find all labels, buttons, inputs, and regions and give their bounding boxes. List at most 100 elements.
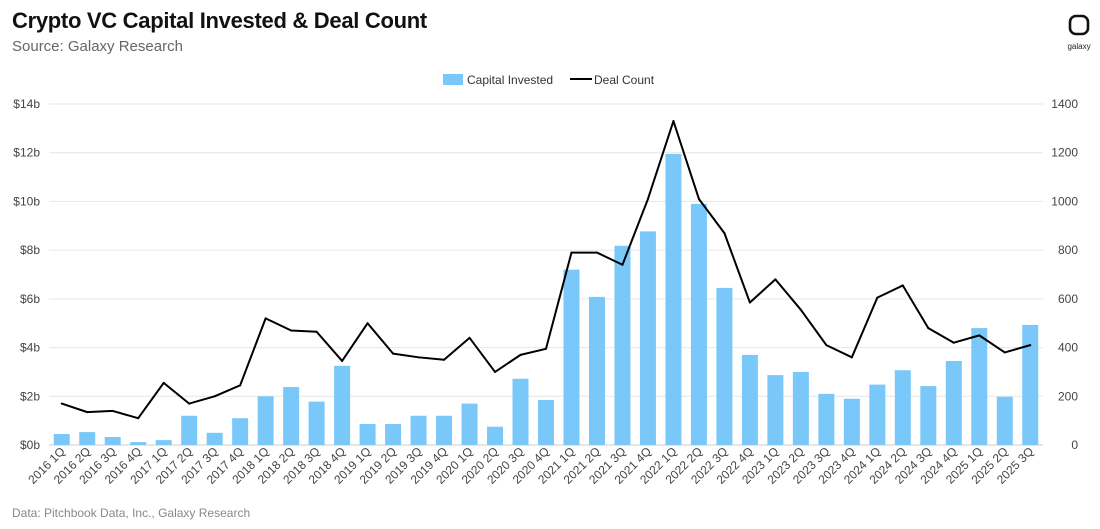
deal-count-point: [392, 352, 395, 355]
deal-count-point: [1029, 344, 1032, 347]
bar-capital-invested: [920, 386, 937, 445]
deal-count-point: [86, 411, 89, 414]
bar-capital-invested: [512, 378, 529, 445]
y-right-tick-label: 200: [1058, 389, 1078, 403]
deal-count-point: [876, 296, 879, 299]
bar-capital-invested: [308, 401, 325, 445]
deal-count-point: [850, 356, 853, 359]
deal-count-point: [213, 395, 216, 398]
bar-capital-invested: [639, 231, 656, 445]
bar-capital-invested: [385, 424, 402, 445]
legend-label-deal-count: Deal Count: [594, 73, 655, 87]
bar-capital-invested: [665, 153, 682, 446]
logo-text: galaxy: [1067, 42, 1091, 51]
y-right-tick-label: 1400: [1051, 97, 1078, 111]
deal-count-point: [621, 263, 624, 266]
bar-capital-invested: [104, 436, 121, 445]
deal-count-point: [570, 251, 573, 254]
bar-capital-invested: [945, 360, 962, 445]
y-right-tick-label: 1000: [1051, 194, 1078, 208]
bar-capital-invested: [716, 287, 733, 445]
deal-count-point: [646, 197, 649, 200]
deal-count-point: [111, 409, 114, 412]
deal-count-point: [443, 358, 446, 361]
deal-count-point: [341, 359, 344, 362]
bar-capital-invested: [767, 375, 784, 445]
chart-title: Crypto VC Capital Invested & Deal Count: [12, 8, 427, 33]
bar-capital-invested: [410, 415, 427, 445]
bar-capital-invested: [538, 399, 554, 445]
y-left-tick-label: $14b: [13, 97, 40, 111]
bar-capital-invested: [588, 296, 605, 445]
y-left-tick-label: $12b: [13, 146, 40, 160]
deal-count-point: [595, 251, 598, 254]
deal-count-point: [519, 353, 522, 356]
bar-capital-invested: [971, 328, 988, 445]
y-right-tick-label: 0: [1071, 438, 1078, 452]
deal-count-point: [825, 344, 828, 347]
y-right-tick-label: 600: [1058, 292, 1078, 306]
bar-capital-invested: [283, 387, 300, 445]
deal-count-point: [239, 384, 242, 387]
bar-capital-invested: [79, 432, 96, 445]
deal-count-point: [60, 402, 63, 405]
bar-capital-invested: [563, 269, 580, 445]
bar-capital-invested: [334, 365, 351, 445]
deal-count-point: [264, 317, 267, 320]
bar-capital-invested: [996, 396, 1013, 445]
deal-count-point: [774, 278, 777, 281]
bar-capital-invested: [155, 440, 172, 445]
deal-count-point: [927, 327, 930, 330]
bar-capital-invested: [206, 432, 223, 445]
data-source: Data: Pitchbook Data, Inc., Galaxy Resea…: [12, 506, 251, 520]
y-left-tick-label: $10b: [13, 194, 40, 208]
deal-count-point: [545, 347, 547, 350]
bar-capital-invested: [257, 396, 274, 445]
deal-count-point: [901, 284, 904, 287]
deal-count-point: [723, 232, 726, 235]
chart-subtitle: Source: Galaxy Research: [12, 38, 183, 55]
deal-count-point: [162, 381, 165, 384]
bar-capital-invested: [181, 415, 198, 445]
bar-capital-invested: [359, 424, 376, 445]
bar-capital-invested: [818, 393, 835, 445]
deal-count-point: [748, 301, 751, 304]
deal-count-point: [1003, 351, 1006, 354]
bar-capital-invested: [869, 384, 886, 445]
bar-capital-invested: [232, 418, 249, 445]
deal-count-point: [468, 336, 471, 339]
y-right-tick-label: 400: [1058, 341, 1078, 355]
y-left-tick-label: $6b: [20, 292, 40, 306]
line-deal-count: [61, 120, 1031, 420]
bar-capital-invested: [792, 371, 809, 445]
legend-label-capital-invested: Capital Invested: [467, 73, 553, 87]
deal-count-point: [697, 197, 700, 200]
deal-count-point: [494, 370, 497, 373]
galaxy-logo: galaxy: [1064, 14, 1094, 51]
bar-capital-invested: [894, 370, 911, 445]
bar-capital-invested: [436, 415, 453, 445]
deal-count-point: [417, 356, 420, 359]
bar-capital-invested: [741, 354, 758, 445]
deal-count-point: [672, 120, 675, 123]
deal-count-point: [366, 322, 369, 325]
deal-count-point: [978, 334, 981, 337]
bar-capital-invested: [461, 403, 478, 445]
y-left-tick-label: $0b: [20, 438, 40, 452]
deal-count-point: [799, 308, 802, 311]
bar-capital-invested: [690, 203, 707, 445]
y-right-tick-label: 800: [1058, 243, 1078, 257]
bar-capital-invested: [843, 398, 860, 445]
deal-count-point: [952, 341, 955, 344]
deal-count-point: [315, 330, 318, 333]
bar-capital-invested: [487, 426, 504, 445]
bar-capital-invested: [53, 434, 70, 445]
bar-capital-invested: [1022, 324, 1039, 445]
y-left-tick-label: $4b: [20, 341, 40, 355]
galaxy-logo-icon: [1068, 14, 1090, 36]
deal-count-point: [188, 402, 191, 405]
y-left-tick-label: $2b: [20, 389, 40, 403]
deal-count-point: [290, 329, 293, 332]
